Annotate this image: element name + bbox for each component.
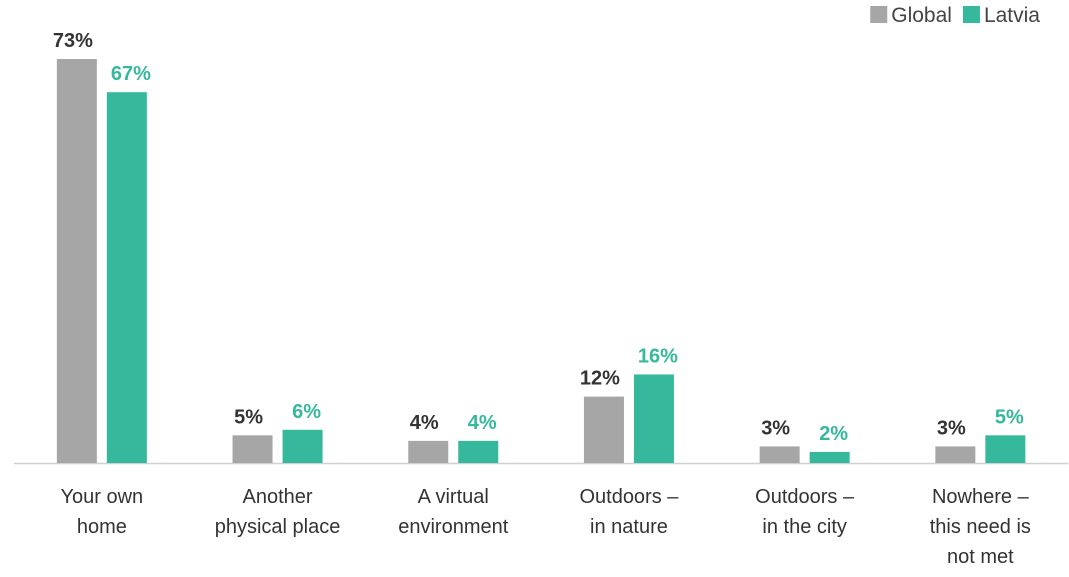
value-label: 73% (53, 30, 93, 52)
bar (232, 435, 273, 463)
bar (458, 440, 499, 463)
legend-swatch (870, 6, 888, 23)
bar (935, 446, 976, 463)
bar (106, 92, 147, 464)
bar (809, 451, 850, 463)
value-label: 67% (111, 63, 151, 85)
value-label: 12% (580, 368, 620, 390)
x-tick-label: Outdoors – in the city (755, 486, 855, 538)
value-label: 5% (995, 406, 1024, 428)
legend-label: Global (891, 4, 952, 27)
value-label: 6% (292, 401, 321, 423)
x-tick-label: A virtual environment (398, 486, 509, 538)
bar (408, 440, 449, 463)
bar (633, 374, 674, 463)
value-label: 4% (410, 412, 439, 434)
x-tick-label: Outdoors – in nature (579, 486, 679, 538)
legend-label: Latvia (984, 4, 1040, 27)
bar (282, 429, 323, 463)
bar (985, 435, 1026, 463)
x-tick-label: Your own home (60, 486, 144, 538)
value-label: 5% (234, 406, 263, 428)
x-tick-label: Another physical place (214, 486, 341, 538)
x-tick-label: Nowhere – this need is not met (929, 486, 1031, 568)
value-label: 3% (761, 417, 790, 439)
bar (759, 446, 800, 463)
bar (56, 59, 97, 463)
value-label: 16% (638, 345, 678, 367)
value-label: 2% (819, 423, 848, 445)
value-label: 4% (468, 412, 497, 434)
legend-swatch (962, 6, 980, 23)
bar (583, 396, 624, 463)
value-label: 3% (937, 417, 966, 439)
